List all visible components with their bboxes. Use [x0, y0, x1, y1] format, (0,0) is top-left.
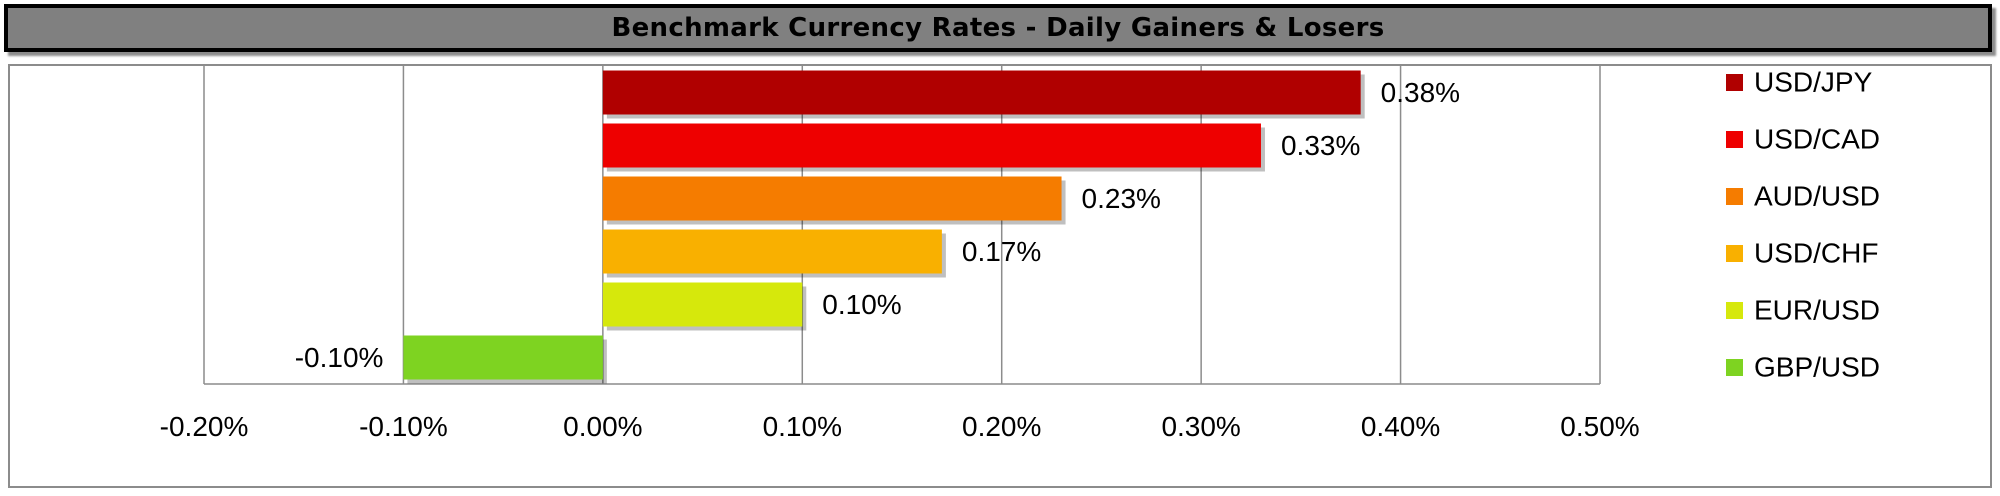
- legend-label: GBP/USD: [1754, 351, 1880, 382]
- data-label: 0.38%: [1381, 77, 1460, 108]
- legend-swatch: [1726, 359, 1743, 376]
- bar-eur-usd: [602, 282, 803, 327]
- legend-swatch: [1726, 188, 1743, 205]
- x-tick-label: 0.50%: [1560, 411, 1639, 442]
- bar-gbp-usd: [403, 335, 603, 380]
- legend-label: AUD/USD: [1754, 180, 1880, 211]
- chart-area: 0.38% 0.33% 0.23% 0.17% 0.10% -0.10% -0.20% -0…: [8, 64, 1992, 488]
- x-tick-label: -0.10%: [359, 411, 448, 442]
- data-label: 0.33%: [1281, 130, 1360, 161]
- chart-title: Benchmark Currency Rates - Daily Gainers…: [611, 13, 1385, 43]
- x-axis-tick-labels: -0.20% -0.10% 0.00% 0.10% 0.20% 0.30% 0.40% 0.5…: [160, 411, 1640, 442]
- bar-chart: 0.38%0.33%0.23%0.17%0.10%-0.10% -0.20% -0…: [160, 66, 1880, 442]
- legend: USD/JPY USD/CAD AUD/USD USD/CHF EUR/USD GBP/U…: [1726, 66, 1880, 382]
- chart-title-bar: Benchmark Currency Rates - Daily Gainers…: [4, 4, 1992, 52]
- bar-usd-jpy: [602, 70, 1361, 115]
- x-tick-label: 0.10%: [763, 411, 842, 442]
- legend-label: EUR/USD: [1754, 294, 1880, 325]
- bars: [403, 70, 1365, 384]
- x-tick-label: 0.40%: [1361, 411, 1440, 442]
- legend-swatch: [1726, 245, 1743, 262]
- bar-aud-usd: [602, 176, 1062, 221]
- x-tick-label: 0.30%: [1161, 411, 1240, 442]
- legend-swatch: [1726, 302, 1743, 319]
- data-labels: 0.38% 0.33% 0.23% 0.17% 0.10% -0.10%: [295, 77, 1460, 373]
- legend-label: USD/CAD: [1754, 123, 1880, 154]
- legend-swatch: [1726, 131, 1743, 148]
- x-tick-label: 0.00%: [563, 411, 642, 442]
- x-tick-label: 0.20%: [962, 411, 1041, 442]
- data-label: -0.10%: [295, 342, 384, 373]
- legend-label: USD/CHF: [1754, 237, 1878, 268]
- bar-usd-chf: [602, 229, 942, 274]
- legend-swatch: [1726, 74, 1743, 91]
- bar-usd-cad: [602, 123, 1261, 168]
- x-tick-label: -0.20%: [160, 411, 249, 442]
- data-label: 0.23%: [1082, 183, 1161, 214]
- legend-label: USD/JPY: [1754, 66, 1873, 97]
- gridlines: [203, 66, 1601, 385]
- data-label: 0.17%: [962, 236, 1041, 267]
- data-label: 0.10%: [822, 289, 901, 320]
